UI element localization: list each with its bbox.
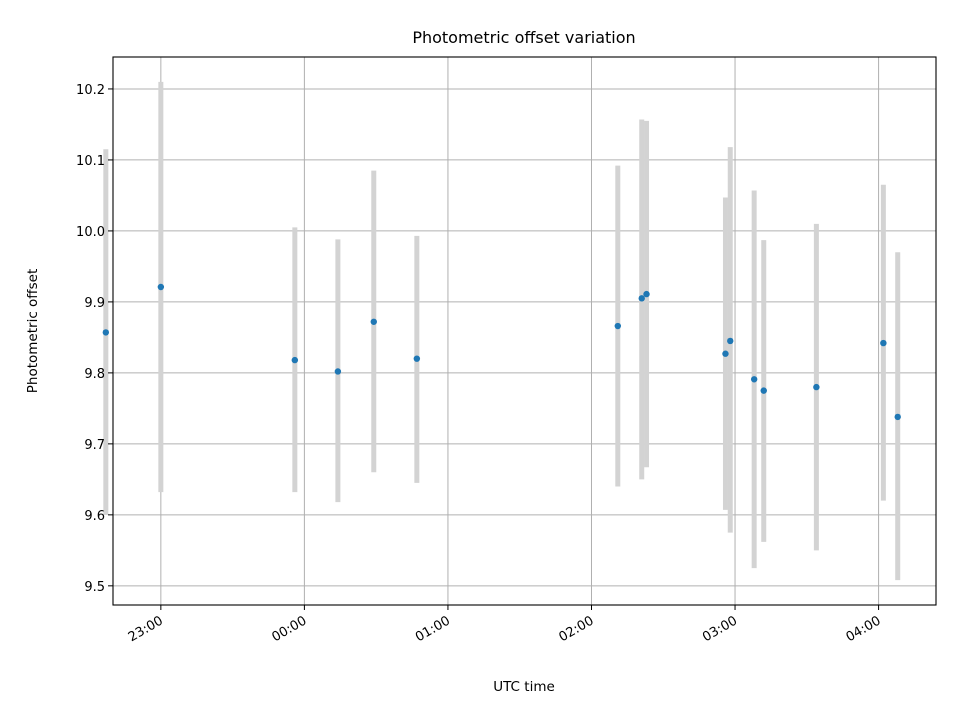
y-axis-label: Photometric offset	[25, 269, 41, 393]
data-point	[880, 339, 887, 347]
plot-frame	[112, 56, 937, 606]
data-point	[291, 356, 299, 364]
data-point	[413, 355, 421, 362]
data-point	[102, 329, 110, 336]
x-axis-label: UTC time	[493, 679, 555, 695]
data-point	[760, 387, 767, 394]
y-tick-label: 9.6	[84, 509, 105, 524]
y-tick-label: 10.1	[76, 154, 105, 169]
data-point	[157, 283, 165, 291]
data-points	[102, 283, 901, 421]
data-point	[894, 413, 901, 421]
y-axis-ticks: 9.5 9.6 9.7 9.8 9.9 10.0 10.1 10.2	[76, 83, 113, 595]
data-point	[334, 368, 342, 375]
data-point	[722, 350, 729, 357]
y-tick-label: 9.9	[84, 296, 105, 311]
data-point	[638, 295, 645, 302]
y-tick-label: 9.8	[84, 367, 105, 382]
chart-title: Photometric offset variation	[412, 28, 635, 47]
y-tick-label: 10.0	[76, 225, 105, 240]
data-point	[643, 290, 650, 298]
data-point	[750, 376, 758, 383]
data-point	[813, 383, 820, 391]
y-tick-label: 9.5	[84, 580, 105, 595]
y-tick-label: 9.7	[84, 438, 105, 453]
data-point	[614, 322, 622, 330]
data-point	[727, 337, 734, 345]
y-tick-label: 10.2	[76, 83, 105, 98]
data-point	[370, 318, 377, 325]
